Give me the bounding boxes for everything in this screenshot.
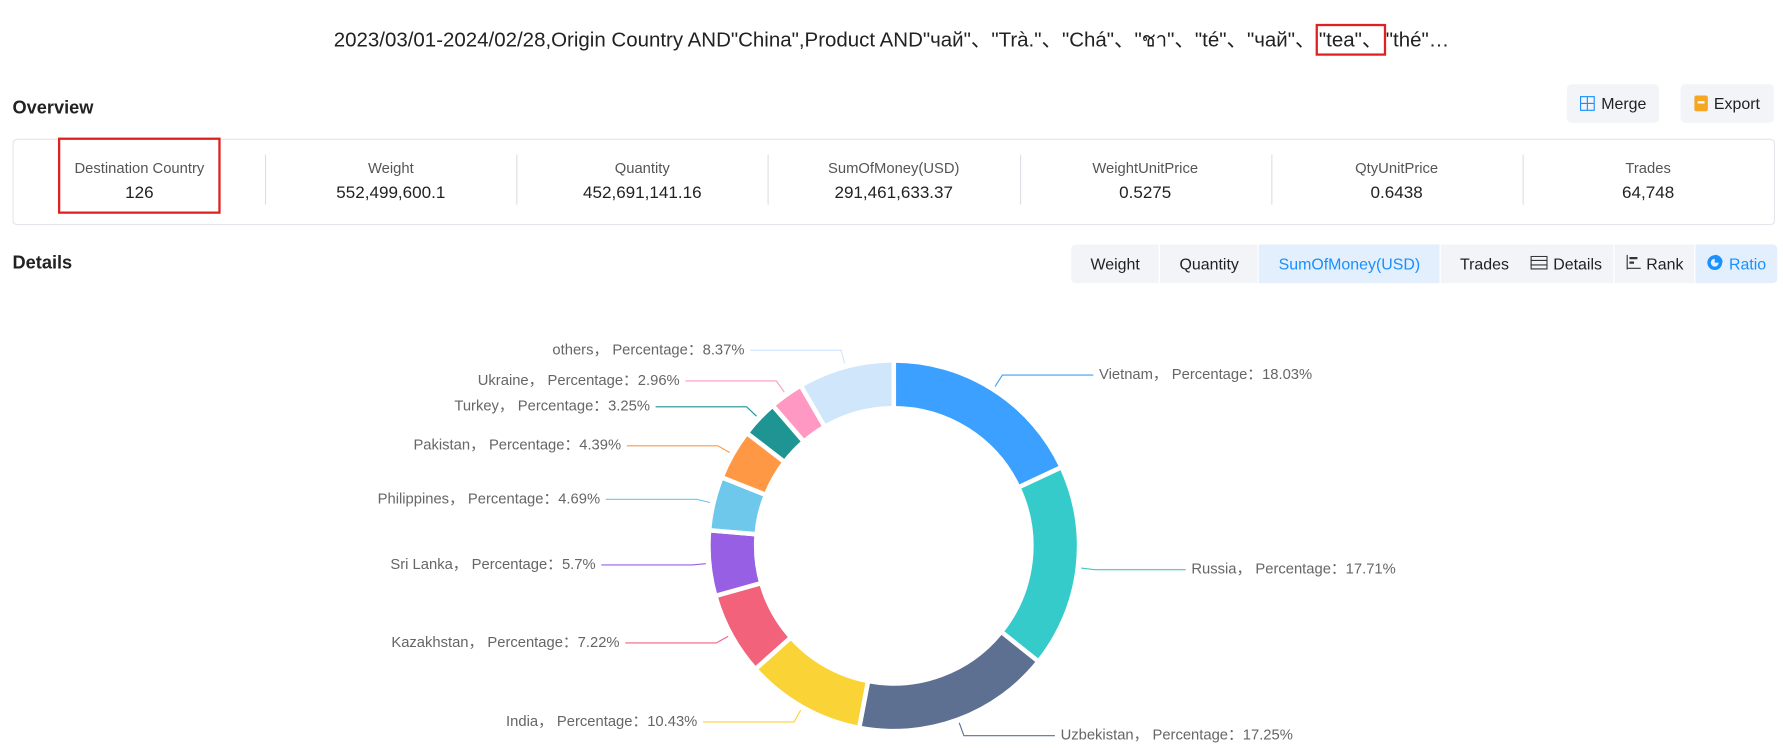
stat: SumOfMoney(USD) 291,461,633.37 <box>768 140 1019 224</box>
leader-line <box>750 349 846 364</box>
stat-box: Trades 64,748 <box>1608 140 1687 212</box>
leader-line <box>625 635 729 644</box>
merge-button[interactable]: Merge <box>1566 84 1660 123</box>
slice-label: Pakistan， Percentage：4.39% <box>413 438 621 454</box>
stat: Quantity 452,691,141.16 <box>516 140 768 224</box>
slice-label: Turkey， Percentage：3.25% <box>454 399 650 415</box>
query-text: 2023/03/01-2024/02/28,Origin Country AND… <box>333 28 1316 52</box>
leader-line <box>626 445 730 454</box>
stat-box: QtyUnitPrice 0.6438 <box>1342 140 1452 212</box>
view-tab[interactable]: Ratio <box>1694 244 1778 284</box>
metric-tab[interactable]: Trades <box>1439 244 1528 284</box>
slice <box>997 464 1082 665</box>
leader-line <box>605 498 711 504</box>
stat: WeightUnitPrice 0.5275 <box>1019 140 1270 224</box>
tab-label: Ratio <box>1728 254 1767 273</box>
slice-label: Russia， Percentage：17.71% <box>1191 562 1395 578</box>
leader-line <box>685 380 785 393</box>
tab-label: Quantity <box>1179 254 1239 273</box>
stat: Destination Country 126 <box>14 137 265 224</box>
stat-label: WeightUnitPrice <box>1092 159 1199 177</box>
stat-label: Destination Country <box>74 159 205 177</box>
slice-label: Vietnam， Percentage：18.03% <box>1099 367 1312 383</box>
icon <box>1626 254 1641 273</box>
leader-line <box>994 374 1094 387</box>
stat-label: SumOfMoney(USD) <box>828 159 960 177</box>
slice-label: others， Percentage：8.37% <box>552 342 744 358</box>
icon <box>1694 95 1709 112</box>
stat-value: 291,461,633.37 <box>834 183 954 203</box>
slice <box>706 527 765 599</box>
stat: QtyUnitPrice 0.6438 <box>1270 140 1522 224</box>
query-title: 2023/03/01-2024/02/28,Origin Country AND… <box>0 23 1783 56</box>
slice-label: Philippines， Percentage：4.69% <box>378 491 600 507</box>
button-label: Merge <box>1601 94 1647 113</box>
stat-box: SumOfMoney(USD) 291,461,633.37 <box>814 140 973 212</box>
view-tabs: Details Rank Ratio <box>1519 244 1778 284</box>
stats-card: Destination Country 126 Weight 552,499,600.… <box>12 137 1776 226</box>
slice-label: Kazakhstan， Percentage：7.22% <box>391 635 619 651</box>
tab-label: Trades <box>1459 254 1509 273</box>
button-label: Export <box>1713 94 1760 113</box>
slice-label: India， Percentage：10.43% <box>506 714 697 730</box>
icon <box>1707 254 1724 273</box>
view-tab[interactable]: Rank <box>1613 244 1695 284</box>
metric-tab[interactable]: SumOfMoney(USD) <box>1258 244 1440 284</box>
icon <box>1530 255 1548 273</box>
stat-box: Destination Country 126 <box>58 137 221 214</box>
leader-line <box>703 709 802 723</box>
stat-box: WeightUnitPrice 0.5275 <box>1079 140 1212 212</box>
metric-tabs: Weight Quantity SumOfMoney(USD) Trades <box>1071 244 1529 284</box>
stat-label: Trades <box>1625 159 1671 177</box>
stat: Trades 64,748 <box>1522 140 1773 224</box>
stat-label: Quantity <box>614 159 670 177</box>
section-title: Overview <box>12 98 94 119</box>
icon <box>1580 96 1595 111</box>
stat-label: Weight <box>367 159 414 177</box>
leader-line <box>655 406 757 417</box>
tab-label: Weight <box>1090 254 1140 273</box>
query-text: "thé"… <box>1385 28 1450 52</box>
slice-label: Uzbekistan， Percentage：17.25% <box>1061 728 1293 744</box>
view-tab[interactable]: Details <box>1519 244 1613 283</box>
tab-label: Details <box>1553 254 1602 273</box>
metric-tab[interactable]: Quantity <box>1159 244 1258 284</box>
slice <box>797 358 897 430</box>
stat: Weight 552,499,600.1 <box>265 140 516 224</box>
section-title: Details <box>12 253 73 273</box>
tab-label: Rank <box>1646 254 1684 273</box>
tab-label: SumOfMoney(USD) <box>1278 254 1421 273</box>
export-button[interactable]: Export <box>1680 84 1774 123</box>
stat-box: Quantity 452,691,141.16 <box>569 140 715 212</box>
stat-value: 452,691,141.16 <box>582 183 702 203</box>
donut-chart: Vietnam， Percentage：18.03% Russia， Percen… <box>378 342 1396 744</box>
query-highlight: "tea"、 <box>1315 23 1386 56</box>
leader-line <box>1081 567 1186 571</box>
slice <box>891 358 1065 491</box>
stat-label: QtyUnitPrice <box>1355 159 1439 177</box>
stat-value: 0.5275 <box>1119 183 1172 203</box>
stat-value: 552,499,600.1 <box>336 183 446 203</box>
stat-value: 0.6438 <box>1370 183 1423 203</box>
stat-box: Weight 552,499,600.1 <box>323 140 459 212</box>
metric-tab[interactable]: Weight <box>1071 244 1159 283</box>
slice-label: Ukraine， Percentage：2.96% <box>478 373 680 389</box>
stat-value: 64,748 <box>1622 183 1675 203</box>
slice-label: Sri Lanka， Percentage：5.7% <box>390 557 595 573</box>
stat-value: 126 <box>125 183 154 203</box>
leader-line <box>958 722 1055 737</box>
leader-line <box>601 563 706 566</box>
slice <box>856 628 1042 734</box>
